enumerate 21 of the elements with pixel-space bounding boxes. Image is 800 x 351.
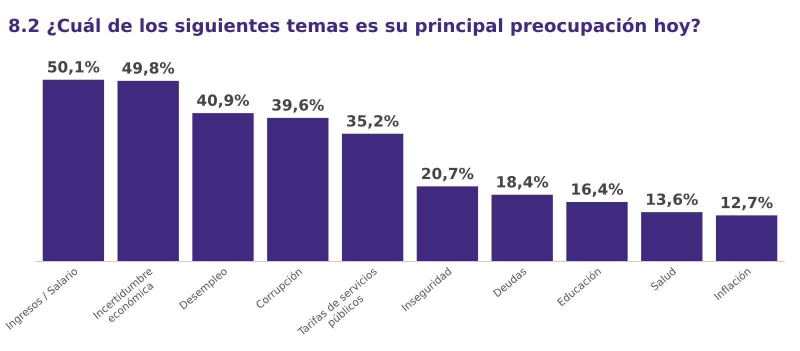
data-label: 12,7%	[722, 196, 773, 210]
chart-title: 8.2 ¿Cuál de los siguientes temas es su principal preocupación hoy?	[9, 18, 700, 36]
data-label: 13,6%	[647, 193, 698, 207]
data-label: 49,8%	[122, 62, 174, 76]
bar	[566, 202, 628, 262]
bar	[716, 215, 778, 262]
bar	[641, 212, 702, 262]
data-label: 39,6%	[272, 99, 324, 113]
data-label: 35,2%	[347, 115, 399, 129]
bar	[342, 134, 404, 262]
bar	[416, 186, 478, 262]
bar	[42, 80, 104, 262]
bar	[118, 80, 179, 262]
data-label: 18,4%	[497, 176, 548, 190]
data-label: 50,1%	[48, 61, 100, 75]
bar	[192, 113, 254, 262]
bar	[492, 194, 553, 262]
data-label: 16,4%	[572, 183, 624, 197]
bar	[267, 118, 328, 262]
data-label: 40,9%	[197, 94, 250, 108]
data-label: 20,7%	[422, 168, 474, 182]
